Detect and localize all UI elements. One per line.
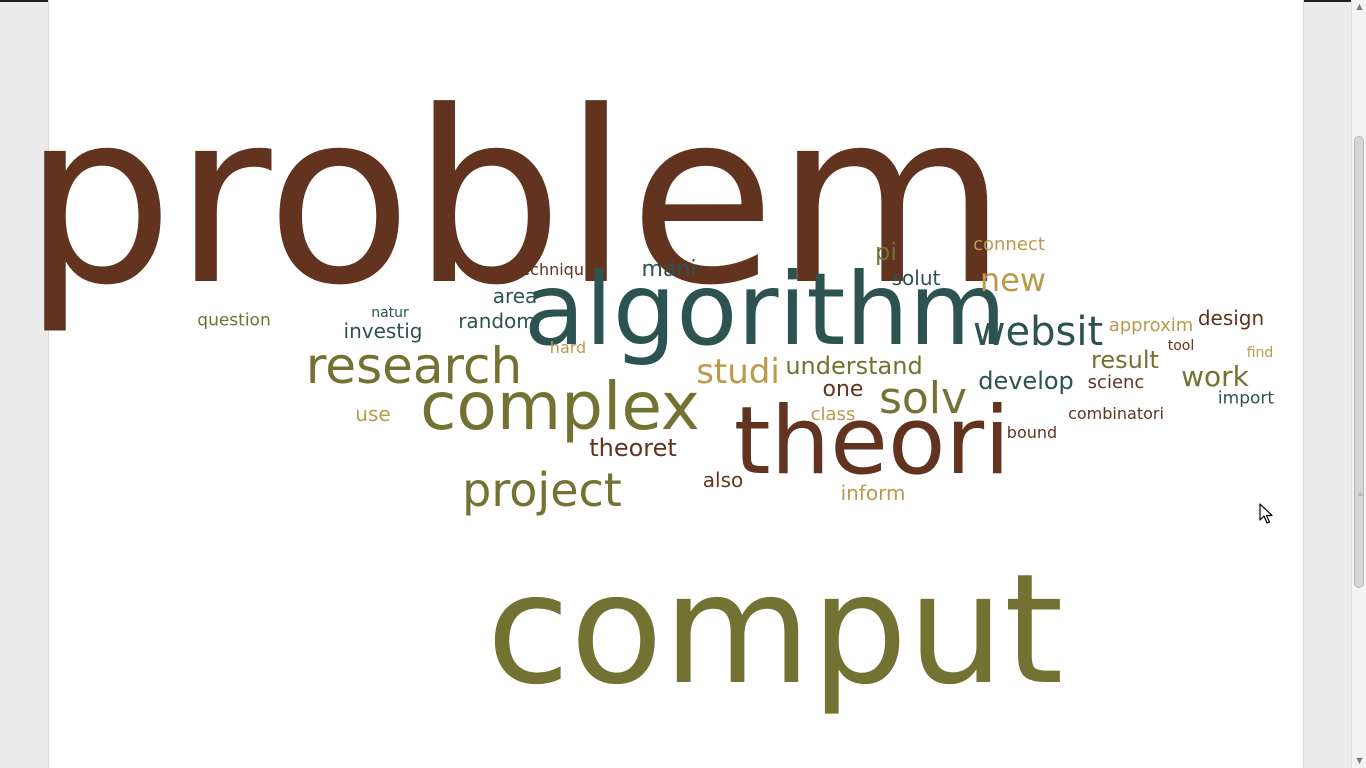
word-tool: tool <box>1167 338 1195 354</box>
word-natur: natur <box>371 305 409 321</box>
word-mani: mani <box>641 257 697 282</box>
word-area: area <box>492 284 538 308</box>
word-connect: connect <box>973 234 1045 255</box>
word-solut: solut <box>891 266 941 290</box>
word-bound: bound <box>1006 423 1058 442</box>
word-inform: inform <box>840 481 906 505</box>
word-one: one <box>822 377 864 402</box>
word-combinatori: combinatori <box>1068 404 1164 423</box>
word-research: research <box>305 337 523 395</box>
word-import: import <box>1217 388 1275 409</box>
word-question: question <box>197 310 271 331</box>
word-class: class <box>810 404 856 425</box>
scroll-up-arrow-icon[interactable]: ▲ <box>1356 2 1363 11</box>
word-find: find <box>1246 345 1274 361</box>
word-comput: comput <box>486 541 1064 718</box>
word-algorithm: algorithm <box>523 251 1007 368</box>
word-scienc: scienc <box>1087 372 1145 393</box>
word-investig: investig <box>343 319 423 343</box>
scroll-down-arrow-icon[interactable]: ▼ <box>1356 756 1363 765</box>
word-design: design <box>1197 306 1265 330</box>
word-studi: studi <box>696 352 780 392</box>
word-complex: complex <box>420 368 700 445</box>
word-result: result <box>1091 346 1159 374</box>
page-canvas <box>48 0 1304 768</box>
vertical-scrollbar[interactable]: ▲ ≡ ▼ <box>1351 0 1366 768</box>
word-develop: develop <box>978 367 1074 395</box>
word-pi: pi <box>875 238 897 266</box>
word-problem: problem <box>22 61 1008 338</box>
word-random: random <box>458 309 536 333</box>
word-also: also <box>702 468 744 492</box>
scrollbar-thumb[interactable]: ≡ <box>1354 136 1364 588</box>
word-understand: understand <box>785 352 923 380</box>
word-project: project <box>462 463 622 517</box>
mouse-pointer-icon <box>1259 503 1273 524</box>
word-use: use <box>355 402 391 426</box>
word-solv: solv <box>878 373 968 424</box>
word-websit: websit <box>972 309 1104 355</box>
word-approxim: approxim <box>1108 315 1194 336</box>
word-work: work <box>1181 360 1249 393</box>
word-theoret: theoret <box>589 434 677 462</box>
word-hard: hard <box>549 338 587 357</box>
word-new: new <box>979 261 1047 299</box>
word-theori: theori <box>733 387 1011 496</box>
scrollbar-grip-icon: ≡ <box>1358 491 1364 498</box>
word-techniqu: techniqu <box>514 260 584 279</box>
